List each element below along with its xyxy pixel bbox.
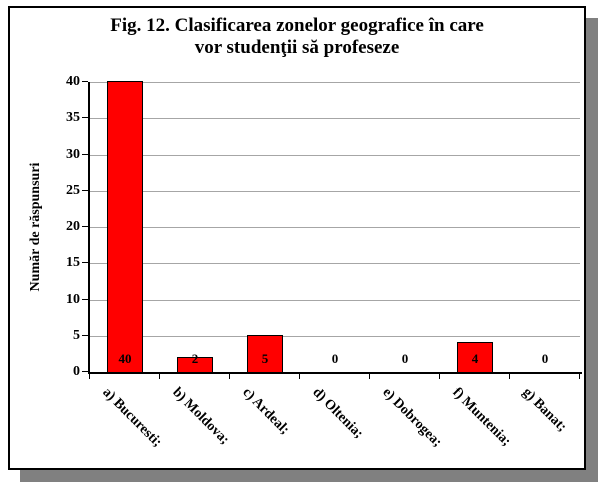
y-tick-label: 35 [66, 110, 80, 126]
y-axis-line [88, 82, 90, 374]
chart-title: Fig. 12. Clasificarea zonelor geografice… [10, 15, 584, 59]
x-tick-label: g) Banat; [518, 385, 569, 435]
data-label: 40 [118, 351, 132, 366]
x-tick-mark [369, 374, 370, 379]
gridline [90, 118, 580, 120]
y-tick-mark [82, 117, 88, 119]
y-tick-label: 15 [66, 255, 80, 271]
y-tick-mark [82, 262, 88, 264]
gridline [90, 154, 580, 156]
y-tick-label: 30 [66, 146, 80, 162]
y-tick-mark [82, 153, 88, 155]
chart-title-line2: vor studenţii să profeseze [194, 36, 400, 58]
x-tick-mark [439, 374, 440, 379]
y-tick-label: 10 [66, 291, 80, 307]
gridline [90, 190, 580, 192]
y-tick-label: 25 [66, 182, 80, 198]
data-label: 2 [191, 351, 199, 366]
x-axis-line [88, 372, 582, 374]
chart-title-line1: Fig. 12. Clasificarea zonelor geografice… [110, 15, 484, 36]
y-tick-label: 5 [73, 327, 80, 343]
x-tick-mark [579, 374, 580, 379]
data-label: 0 [331, 351, 339, 366]
bar [177, 356, 213, 372]
chart-frame: Fig. 12. Clasificarea zonelor geografice… [8, 6, 586, 470]
gridline [90, 299, 580, 301]
x-tick-label: b) Moldova; [168, 385, 232, 448]
data-label: 5 [261, 351, 269, 366]
bar [107, 81, 143, 372]
x-tick-label: c) Ardeal; [238, 385, 292, 438]
bar [457, 342, 493, 372]
y-tick-label: 40 [66, 74, 80, 89]
x-tick-label: f) Muntenia; [448, 385, 514, 450]
data-label: 4 [471, 351, 479, 366]
gridline [90, 263, 580, 265]
y-tick-mark [82, 226, 88, 227]
plot-area: 40 2 5 0 0 4 0 [90, 81, 580, 372]
data-label: 0 [401, 351, 409, 366]
x-tick-label: d) Oltenia; [308, 385, 366, 442]
y-tick-mark [82, 334, 88, 336]
y-tick-mark [82, 298, 88, 300]
x-tick-mark [159, 374, 160, 379]
x-tick-mark [229, 374, 230, 379]
bar [247, 334, 283, 372]
y-tick-label: 20 [66, 219, 80, 234]
data-label: 0 [541, 351, 549, 366]
x-tick-mark [509, 374, 510, 379]
x-tick-mark [299, 374, 300, 379]
gridline [90, 335, 580, 337]
x-tick-mark [89, 374, 90, 379]
x-tick-label: e) Dobrogea; [378, 385, 445, 451]
y-tick-mark [82, 189, 88, 191]
gridline [90, 82, 580, 83]
x-tick-label: a) Bucuresti; [98, 385, 165, 451]
y-tick-label: 0 [73, 364, 80, 379]
gridline [90, 227, 580, 228]
y-tick-mark [82, 81, 88, 82]
y-tick-mark [82, 371, 88, 372]
